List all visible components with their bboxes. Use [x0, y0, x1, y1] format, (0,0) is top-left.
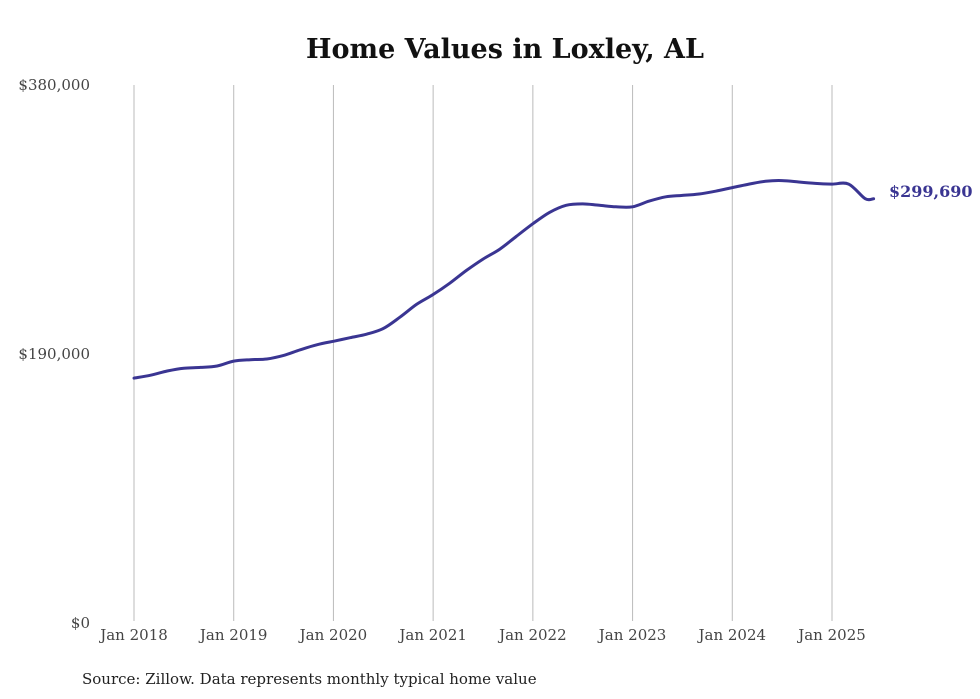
- x-tick-label: Jan 2023: [597, 626, 667, 644]
- latest-value-label: $299,690: [889, 182, 973, 201]
- y-tick-label: $380,000: [18, 76, 90, 94]
- home-value-line: [132, 179, 876, 380]
- x-tick-label: Jan 2022: [497, 626, 567, 644]
- gridlines: [133, 85, 833, 621]
- y-tick-label: $0: [71, 614, 90, 632]
- x-tick-label: Jan 2021: [397, 626, 467, 644]
- x-axis: Jan 2018 Jan 2019 Jan 2020 Jan 2021 Jan 2022…: [98, 626, 866, 644]
- source-note: Source: Zillow. Data represents monthly …: [82, 670, 537, 688]
- chart-title: Home Values in Loxley, AL: [306, 34, 704, 65]
- x-tick-label: Jan 2024: [697, 626, 767, 644]
- x-tick-label: Jan 2025: [796, 626, 866, 644]
- y-axis: $0 $190,000 $380,000: [18, 76, 90, 632]
- x-tick-label: Jan 2019: [198, 626, 268, 644]
- x-tick-label: Jan 2020: [298, 626, 368, 644]
- y-tick-label: $190,000: [18, 345, 90, 363]
- x-tick-label: Jan 2018: [98, 626, 168, 644]
